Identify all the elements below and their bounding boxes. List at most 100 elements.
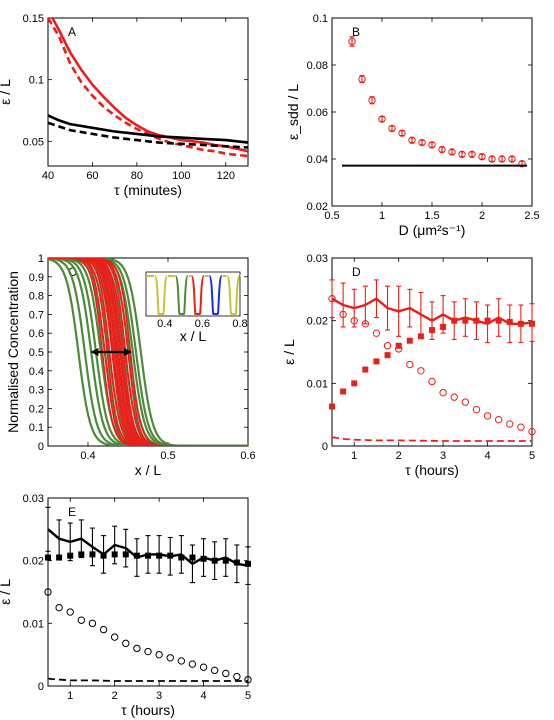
y-tick-label: 0.04 xyxy=(307,154,328,166)
x-tick-label: 5 xyxy=(529,450,535,462)
circle-point xyxy=(222,669,230,678)
data-point xyxy=(388,124,396,133)
circle-point xyxy=(528,427,536,436)
panel-label: D xyxy=(352,265,361,279)
x-axis-label: τ (hours) xyxy=(121,702,175,718)
green-profile-curve xyxy=(48,258,248,446)
x-tick-label: 80 xyxy=(131,170,143,182)
y-tick-label: 1 xyxy=(38,253,44,265)
circle-point xyxy=(328,295,336,303)
inset-dip-red xyxy=(190,275,205,315)
green-profile-curve xyxy=(48,258,248,446)
circle-point xyxy=(77,616,86,624)
data-point xyxy=(378,115,386,123)
y-axis-label: Normalised Concentration xyxy=(5,271,21,433)
circle-point xyxy=(144,647,152,656)
circle-point xyxy=(66,608,74,616)
circle-point xyxy=(506,420,514,428)
y-tick-label: 0.01 xyxy=(23,618,44,630)
circle-point xyxy=(339,310,347,319)
x-tick-label: 60 xyxy=(86,170,98,182)
x-tick-label: 2 xyxy=(112,690,118,702)
data-point xyxy=(478,152,486,161)
square-point xyxy=(178,554,185,561)
y-axis-label: ε / L xyxy=(281,339,297,365)
inset-tick-label: 0.6 xyxy=(195,318,210,330)
square-point xyxy=(122,551,129,558)
data-point xyxy=(368,96,376,104)
square-point xyxy=(362,366,369,373)
y-tick-label: 0.7 xyxy=(29,309,44,321)
axes-box xyxy=(47,17,249,167)
inset-x-label: x / L xyxy=(180,328,207,344)
x-tick-label: 1.5 xyxy=(424,210,439,222)
square-point xyxy=(517,320,524,327)
y-tick-label: 0.1 xyxy=(29,422,44,434)
y-tick-label: 0.03 xyxy=(23,493,44,505)
square-point xyxy=(484,317,491,324)
square-point xyxy=(417,333,424,340)
panel-d: 1 2 3 4 5 0 0.01 0.02 0.03 τ (hours) Dε / L xyxy=(281,253,536,478)
circle-point xyxy=(417,367,425,375)
inset-tick-label: 0.4 xyxy=(157,318,172,330)
circle-point xyxy=(517,423,525,431)
square-point xyxy=(373,358,380,365)
panel-label: E xyxy=(68,505,76,519)
circle-point xyxy=(233,672,241,681)
data-point xyxy=(398,129,406,137)
y-tick-label: 0.06 xyxy=(307,107,328,119)
x-tick-label: 0.5 xyxy=(324,210,339,222)
circle-point xyxy=(361,320,370,328)
y-tick-label: 0.1 xyxy=(313,13,328,25)
y-tick-label: 0 xyxy=(38,681,44,693)
green-profile-curve xyxy=(48,258,248,446)
y-axis-label: ε / L xyxy=(0,579,13,605)
circle-point xyxy=(472,405,481,414)
x-tick-label: 3 xyxy=(156,690,162,702)
panel-c-plot xyxy=(48,258,248,446)
square-point xyxy=(495,317,502,324)
circle-point xyxy=(394,345,403,353)
x-tick-label: 4 xyxy=(200,690,206,702)
series-line-black-solid xyxy=(48,114,248,144)
data-point xyxy=(408,136,416,144)
baseline-dashed xyxy=(331,436,532,442)
arrow-head-right xyxy=(124,348,132,356)
circle-point xyxy=(439,389,447,397)
inset-dip-olive xyxy=(226,275,241,315)
circle-point xyxy=(483,412,492,420)
square-point xyxy=(189,554,196,561)
x-tick-label: 2.5 xyxy=(524,210,539,222)
red-profile-curve xyxy=(48,258,248,446)
data-point xyxy=(468,150,476,159)
y-tick-label: 0.2 xyxy=(29,403,44,415)
square-point xyxy=(340,388,347,395)
x-tick-label: 120 xyxy=(217,170,235,182)
square-point xyxy=(440,323,447,330)
panel-a-plot xyxy=(48,18,248,158)
y-tick-label: 0.5 xyxy=(29,347,44,359)
green-profile-curve xyxy=(48,258,248,446)
square-point xyxy=(329,403,335,410)
square-point xyxy=(222,557,229,564)
y-tick-label: 0.01 xyxy=(307,378,328,390)
panel-label: C xyxy=(68,265,77,279)
square-point xyxy=(473,317,480,324)
panel-e: 1 2 3 4 5 0 0.01 0.02 0.03 τ (hours) Eε / L xyxy=(0,493,252,718)
x-axis-label: τ (hours) xyxy=(405,462,459,478)
circle-point xyxy=(110,633,119,641)
baseline-dashed xyxy=(47,677,248,682)
circle-point xyxy=(372,329,381,337)
y-axis-label: ε_sdd / L xyxy=(285,84,301,140)
circle-point xyxy=(210,666,219,675)
square-point xyxy=(200,555,207,562)
data-point xyxy=(498,155,506,163)
y-tick-label: 0.9 xyxy=(29,272,44,284)
circle-point xyxy=(99,625,108,634)
data-point xyxy=(418,138,426,147)
series-line-black-dashed xyxy=(48,121,248,149)
square-point xyxy=(78,551,85,558)
panel-a: 40 60 80 100 120 0.05 0.1 0.15 τ (minutes) Aε / L xyxy=(0,13,249,198)
data-point xyxy=(448,148,456,156)
red-profile-curve xyxy=(48,258,248,446)
